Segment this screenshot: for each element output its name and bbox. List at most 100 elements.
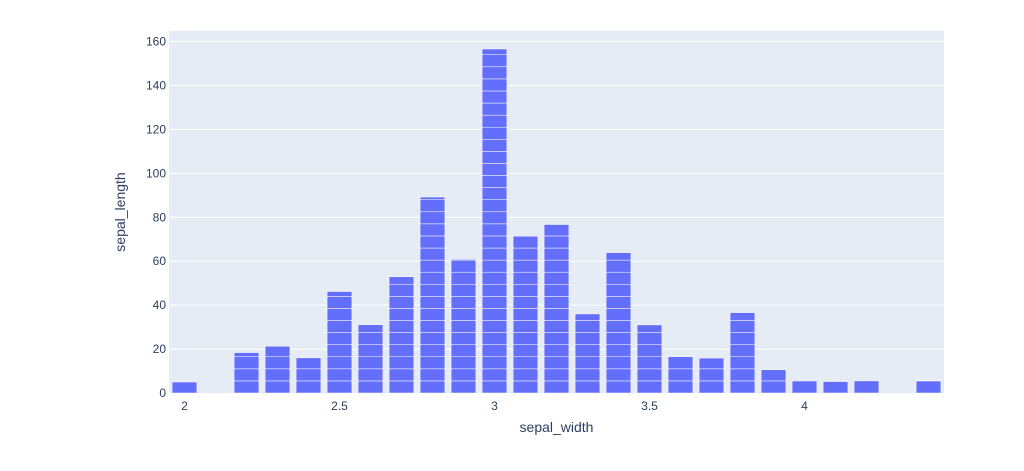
bar-segment [481, 284, 508, 297]
bar-segment [698, 380, 725, 394]
bar-segment [233, 368, 260, 382]
bar-segment [450, 356, 477, 370]
bar-segment [481, 199, 508, 213]
x-tick-label: 4 [801, 399, 808, 413]
bar[interactable] [326, 291, 353, 394]
bar-segment [233, 352, 260, 358]
bar[interactable] [419, 196, 446, 394]
bar-segment [326, 296, 353, 309]
bar-segment [605, 380, 632, 394]
bar-segment [450, 344, 477, 358]
bar-segment [419, 235, 446, 249]
bar-segment [605, 308, 632, 321]
bar[interactable] [171, 381, 198, 394]
bar-segment [605, 320, 632, 333]
bar-segment [574, 344, 601, 358]
bar-segment [419, 332, 446, 345]
bar-segment [481, 211, 508, 225]
bar-segment [481, 368, 508, 382]
bar[interactable] [729, 312, 756, 394]
bar[interactable] [264, 345, 291, 394]
bar-segment [264, 368, 291, 382]
bar-segment [605, 344, 632, 358]
bar[interactable] [450, 258, 477, 394]
bar-segment [326, 380, 353, 394]
bar[interactable] [295, 357, 322, 394]
bar-segment [295, 368, 322, 382]
y-tick-label: 80 [153, 210, 167, 224]
bar-segment [450, 308, 477, 321]
bar-segment [326, 344, 353, 358]
y-axis-ticks: 0 20 40 60 80 100 120 140 160 [146, 35, 166, 400]
bar[interactable] [698, 357, 725, 394]
bar-segment [512, 380, 539, 394]
bar-segment [543, 235, 570, 249]
bar[interactable] [915, 380, 942, 394]
bar-segment [512, 344, 539, 358]
bar-segment [481, 308, 508, 321]
bar-segment [605, 252, 632, 261]
x-tick-label: 3 [491, 399, 498, 413]
bar-segment [605, 368, 632, 382]
bar[interactable] [760, 369, 787, 394]
y-tick-label: 100 [146, 166, 166, 180]
bar[interactable] [481, 48, 508, 394]
bar[interactable] [543, 224, 570, 394]
bar-segment [698, 368, 725, 382]
bar-segment [481, 320, 508, 333]
bar-segment [326, 356, 353, 370]
bar-segment [450, 284, 477, 297]
bar-segment [574, 320, 601, 333]
bar[interactable] [667, 355, 694, 394]
bar[interactable] [636, 324, 663, 394]
bar[interactable] [605, 252, 632, 394]
bar-segment [729, 368, 756, 382]
y-tick-label: 0 [159, 386, 166, 400]
y-axis-title: sepal_length [112, 172, 128, 251]
bar[interactable] [822, 381, 849, 394]
bar-segment [481, 114, 508, 128]
bar-segment [481, 380, 508, 394]
bar-segment [543, 296, 570, 309]
bar-segment [450, 332, 477, 345]
bar-segment [605, 356, 632, 370]
bar[interactable] [512, 235, 539, 394]
bar-segment [512, 271, 539, 285]
bar-segment [450, 380, 477, 394]
bar-segment [605, 296, 632, 309]
bar-segment [543, 308, 570, 321]
bar-segment [481, 296, 508, 309]
bar-segment [450, 320, 477, 333]
bar-segment [512, 259, 539, 273]
bar-segment [419, 308, 446, 321]
bar[interactable] [853, 380, 880, 394]
bar-segment [574, 356, 601, 370]
bar[interactable] [388, 276, 415, 394]
bar-segment [543, 368, 570, 382]
bar-segment [419, 196, 446, 200]
bar[interactable] [357, 324, 384, 394]
x-axis-ticks: 2 2.5 3 3.5 4 [181, 399, 808, 413]
bar-segment [419, 284, 446, 297]
bar-segment [481, 332, 508, 345]
bar-segment [419, 223, 446, 237]
bar-segment [512, 332, 539, 345]
bar-segment [729, 344, 756, 358]
bar-segment [636, 344, 663, 358]
bar-segment [388, 276, 415, 285]
bar-segment [605, 284, 632, 297]
bar-segment [512, 247, 539, 261]
bar-segment [357, 380, 384, 394]
bar-segment [481, 259, 508, 273]
bar-segment [419, 247, 446, 261]
bar-segment [543, 332, 570, 345]
y-tick-label: 40 [153, 298, 167, 312]
bar-segment [419, 211, 446, 225]
bar[interactable] [791, 380, 818, 394]
bar-segment [574, 368, 601, 382]
bar[interactable] [574, 313, 601, 394]
bar-segment [481, 54, 508, 68]
bar[interactable] [233, 352, 260, 394]
bar-segment [481, 163, 508, 176]
